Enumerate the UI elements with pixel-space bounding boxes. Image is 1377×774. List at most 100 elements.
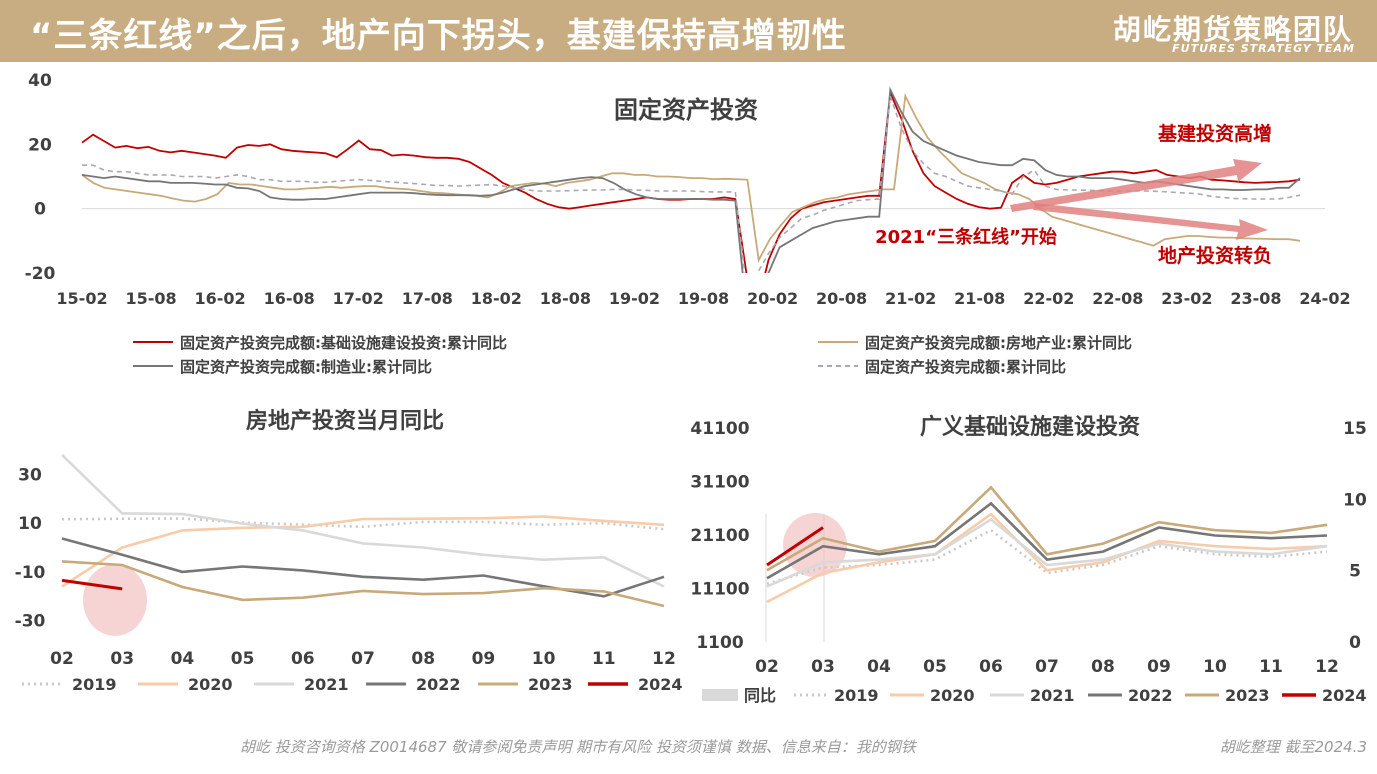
y-tick-label-left: 31100 (690, 473, 749, 493)
x-tick-label: 24-02 (1299, 289, 1350, 308)
x-tick-label: 08 (411, 649, 435, 669)
chart-title: 广义基础设施建设投资 (920, 414, 1140, 440)
annotation-label: 基建投资高增 (1157, 122, 1272, 145)
legend-label: 固定资产投资完成额:基础设施建设投资:累计同比 (180, 334, 507, 352)
series-line (766, 512, 1328, 604)
series-line (81, 93, 1301, 263)
legend-label: 同比 (744, 686, 776, 705)
legend-label: 2021 (304, 675, 349, 694)
x-tick-label: 09 (472, 649, 496, 669)
annotation-label: 2021“三条红线”开始 (875, 226, 1057, 248)
up-trend-arrow (1010, 159, 1262, 212)
legend-label: 2023 (528, 675, 573, 694)
x-tick-label: 22-08 (1092, 289, 1143, 308)
x-tick-label: 07 (351, 649, 375, 669)
y-tick-label-right: 5 (1349, 562, 1361, 582)
x-tick-label: 10 (1203, 657, 1227, 677)
x-tick-label: 22-02 (1023, 289, 1074, 308)
legend-label: 2022 (416, 675, 461, 694)
x-tick-label: 02 (755, 657, 779, 677)
y-tick-label: 0 (34, 200, 46, 220)
x-tick-label: 03 (110, 649, 134, 669)
x-tick-label: 17-02 (333, 289, 384, 308)
series-line (82, 95, 1301, 273)
legend-swatch (702, 689, 738, 701)
x-tick-label: 21-02 (885, 289, 936, 308)
x-tick-label: 15-08 (125, 289, 176, 308)
y-tick-label-right: 0 (1349, 633, 1361, 653)
y-tick-label: -10 (15, 563, 46, 583)
legend-label: 2019 (72, 675, 117, 694)
series-line (61, 537, 665, 598)
legend-label: 2023 (1225, 686, 1270, 705)
x-tick-label: 08 (1091, 657, 1115, 677)
footer-source-date: 胡屹整理 截至2024.3 (1219, 738, 1367, 756)
x-tick-label: 06 (979, 657, 1003, 677)
series-line (61, 560, 665, 608)
x-tick-label: 03 (811, 657, 835, 677)
x-tick-label: 10 (532, 649, 556, 669)
legend-label: 2022 (1128, 686, 1173, 705)
x-tick-label: 16-02 (195, 289, 246, 308)
x-tick-label: 05 (231, 649, 255, 669)
x-tick-label: 23-08 (1230, 289, 1281, 308)
x-tick-label: 20-02 (747, 289, 798, 308)
series-line (61, 515, 665, 588)
header-bar: “三条红线”之后，地产向下拐头，基建保持高增韧性 胡屹期货策略团队 FUTURE… (0, 0, 1377, 62)
series-line (766, 517, 1328, 588)
legend-label: 固定资产投资完成额:制造业:累计同比 (180, 358, 432, 376)
legend-label: 2020 (930, 686, 975, 705)
x-tick-label: 04 (867, 657, 891, 677)
x-tick-label: 23-02 (1161, 289, 1212, 308)
y-tick-label: 30 (18, 465, 42, 485)
legend-label: 2024 (1322, 686, 1367, 705)
x-tick-label: 09 (1147, 657, 1171, 677)
series-line (766, 485, 1328, 572)
y-tick-label-left: 21100 (690, 526, 749, 546)
x-tick-label: 02 (50, 649, 74, 669)
x-tick-label: 19-02 (609, 289, 660, 308)
highlight-circle (83, 564, 147, 636)
series-line (61, 578, 123, 591)
legend-label: 2021 (1030, 686, 1075, 705)
legend-label: 固定资产投资完成额:累计同比 (865, 358, 1066, 376)
legend-label: 固定资产投资完成额:房地产业:累计同比 (865, 334, 1132, 352)
legend-label: 2020 (188, 675, 233, 694)
x-tick-label: 18-08 (540, 289, 591, 308)
brand-logo-subtext: FUTURES STRATEGY TEAM (1172, 42, 1355, 55)
x-tick-label: 18-02 (471, 289, 522, 308)
footer-disclaimer: 胡屹 投资咨询资格 Z0014687 敬请参阅免责声明 期市有风险 投资须谨慎 … (240, 738, 916, 756)
x-tick-label: 12 (1315, 657, 1339, 677)
chart-title: 房地产投资当月同比 (246, 408, 444, 434)
page-title: “三条红线”之后，地产向下拐头，基建保持高增韧性 (30, 16, 847, 56)
y-tick-label-left: 11100 (690, 580, 749, 600)
y-tick-label-left: 41100 (690, 419, 749, 439)
y-tick-label-right: 15 (1343, 419, 1367, 439)
x-tick-label: 11 (1259, 657, 1283, 677)
x-tick-label: 15-02 (56, 289, 107, 308)
x-tick-label: 07 (1035, 657, 1059, 677)
down-trend-arrow (1033, 203, 1268, 240)
x-tick-label: 20-08 (816, 289, 867, 308)
series-line (81, 86, 1301, 273)
y-tick-label-left: 1100 (696, 633, 743, 653)
x-tick-label: 16-08 (264, 289, 315, 308)
x-tick-label: 12 (652, 649, 676, 669)
annotation-label: 地产投资转负 (1158, 244, 1272, 267)
y-tick-label: 20 (28, 135, 52, 155)
x-tick-label: 04 (171, 649, 195, 669)
x-tick-label: 19-08 (678, 289, 729, 308)
series-line (766, 501, 1328, 580)
y-tick-label: -30 (15, 612, 46, 632)
series-line (61, 453, 665, 588)
series-line (61, 517, 665, 531)
x-tick-label: 05 (923, 657, 947, 677)
x-tick-label: 11 (592, 649, 616, 669)
chart-title: 固定资产投资 (614, 96, 758, 124)
y-tick-label: 40 (28, 71, 52, 91)
series-line (766, 528, 1328, 585)
legend-label: 2019 (834, 686, 879, 705)
